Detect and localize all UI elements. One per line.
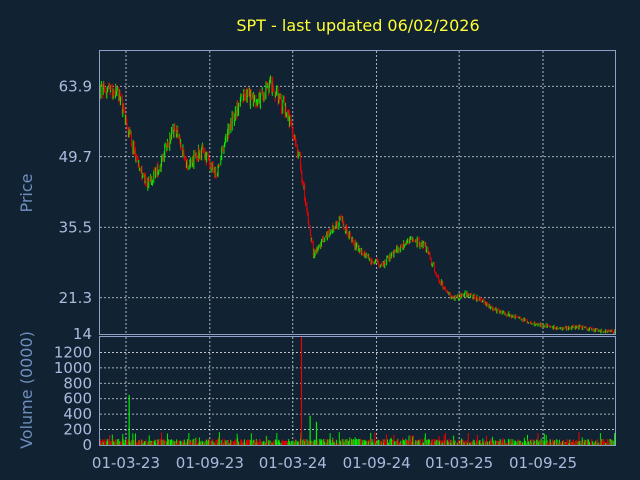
price-y-tick-label: 35.5: [59, 218, 92, 236]
volume-axis-label: Volume (0000): [17, 331, 36, 449]
axis-ticks: 01-03-23 01-09-23 01-03-24 01-09-24 01-03-25…: [54, 77, 577, 472]
price-plot-frame: [99, 50, 616, 335]
volume-plot-frame: [99, 336, 616, 446]
price-candles: [99, 75, 616, 335]
volume-y-tick-label: 800: [63, 374, 92, 392]
x-tick-label: 01-09-24: [343, 454, 411, 472]
price-y-tick-label: 63.9: [59, 77, 92, 95]
price-y-tick-label: 14: [73, 325, 92, 343]
x-tick-label: 01-03-24: [259, 454, 327, 472]
x-tick-label: 01-03-25: [425, 454, 493, 472]
volume-y-tick-label: 1000: [54, 359, 92, 377]
x-tick-label: 01-09-23: [176, 454, 244, 472]
volume-y-tick-label: 1200: [54, 343, 92, 361]
chart-title: SPT - last updated 06/02/2026: [236, 16, 479, 35]
volume-y-tick-label: 600: [63, 390, 92, 408]
x-tick-label: 01-09-25: [509, 454, 577, 472]
grid-lines: [100, 51, 615, 445]
x-tick-label: 01-03-23: [92, 454, 160, 472]
volume-bars: [99, 337, 616, 445]
volume-y-tick-label: 200: [63, 421, 92, 439]
price-y-tick-label: 21.3: [59, 289, 92, 307]
price-axis-label: Price: [17, 173, 36, 212]
price-y-tick-label: 49.7: [59, 148, 92, 166]
volume-y-tick-label: 0: [82, 436, 92, 454]
volume-y-tick-label: 400: [63, 405, 92, 423]
